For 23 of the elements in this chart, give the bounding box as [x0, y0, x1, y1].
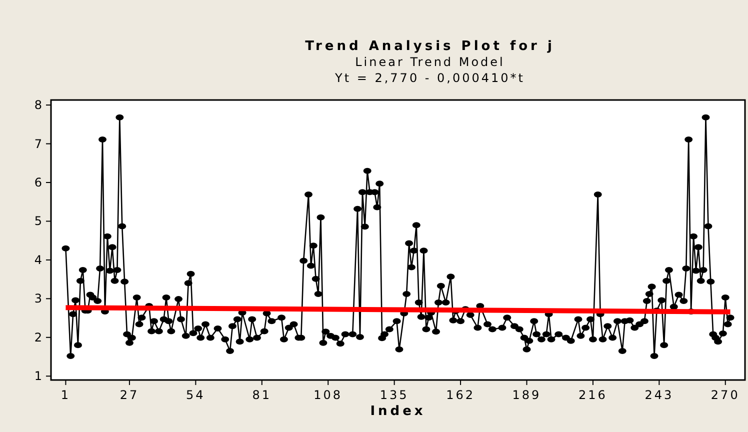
x-tick-label: 1	[60, 388, 71, 402]
x-tick-label: 216	[578, 388, 608, 402]
x-tick-label: 189	[512, 388, 542, 402]
y-tick-label: 7	[34, 136, 42, 151]
text: Yt = 2,770 - 0,000410*t	[334, 71, 525, 85]
y-tick-label: 6	[34, 175, 42, 190]
x-tick-label: 270	[710, 388, 740, 402]
x-tick-label: 243	[644, 388, 674, 402]
x-tick-label: 54	[186, 388, 206, 402]
y-tick-label: 8	[34, 98, 42, 112]
x-tick-label: 162	[446, 388, 475, 402]
y-tick-label: 5	[34, 214, 42, 228]
y-tick-label: 3	[34, 292, 42, 306]
x-tick-label: 108	[314, 388, 343, 402]
x-axis-title: Index	[370, 404, 426, 419]
y-tick-label: 2	[34, 330, 42, 344]
x-tick-label: 81	[252, 388, 272, 402]
x-tick-label: 135	[380, 388, 409, 402]
y-tick-label: 4	[34, 252, 42, 267]
x-tick-label: 27	[120, 388, 140, 402]
chart-title: Trend Analysis Plot for j	[305, 39, 555, 54]
chart-subtitle: Linear Trend Model	[355, 55, 505, 69]
y-tick-label: 1	[34, 369, 42, 384]
